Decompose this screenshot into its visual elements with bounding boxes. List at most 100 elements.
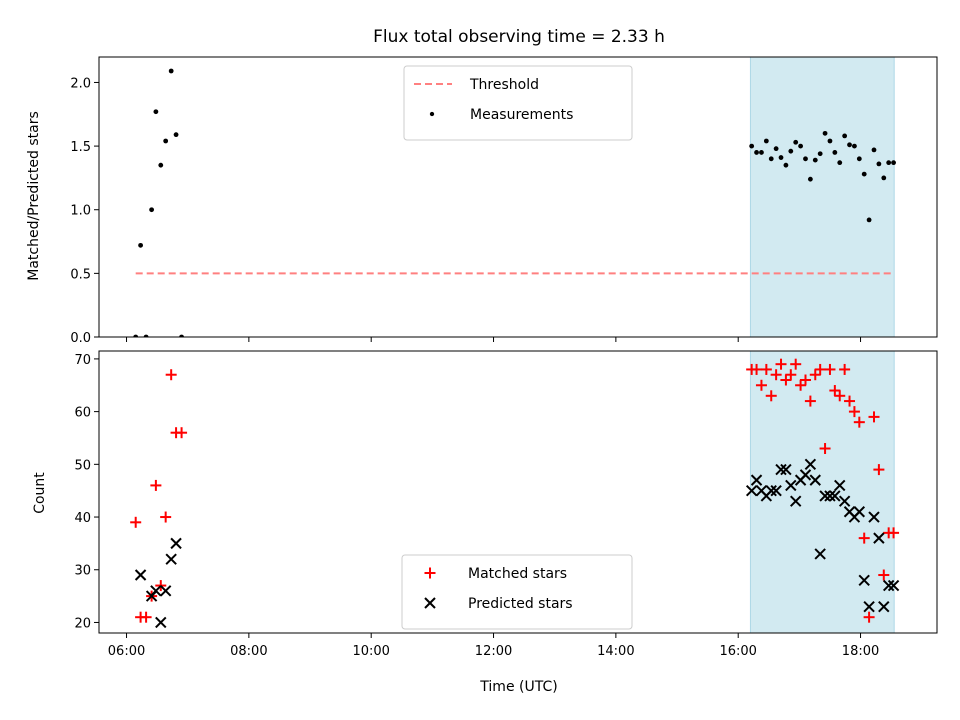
- matched-star-point: [873, 464, 885, 476]
- y-tick-label: 40: [74, 511, 91, 526]
- measurement-point: [778, 155, 784, 160]
- x-tick-label: 14:00: [597, 644, 634, 659]
- matched-star-point: [760, 363, 772, 375]
- matched-star-point: [785, 369, 797, 381]
- measurement-point: [793, 139, 799, 145]
- predicted-star-point: [853, 506, 866, 518]
- matched-star-point: [130, 516, 142, 528]
- matched-star-point: [824, 363, 836, 375]
- predicted-star-point: [858, 574, 870, 586]
- measurement-point: [856, 156, 862, 162]
- measurement-point: [153, 109, 159, 115]
- predicted-star-point: [829, 490, 841, 502]
- predicted-star-point: [804, 458, 817, 471]
- y-tick-label: 20: [74, 616, 91, 631]
- measurement-point: [179, 334, 184, 337]
- matched-star-point: [853, 416, 865, 428]
- predicted-star-point: [882, 579, 895, 592]
- matched-star-point: [140, 611, 152, 623]
- predicted-star-point: [887, 579, 900, 592]
- measurement-point: [876, 161, 882, 167]
- measurement-point: [773, 146, 779, 152]
- matched-star-point: [155, 580, 167, 592]
- measurement-point: [173, 132, 179, 138]
- x-axis-label: Time (UTC): [479, 679, 557, 695]
- y-tick-label: 1.0: [70, 204, 91, 219]
- predicted-star-point: [809, 474, 821, 486]
- measurement-point: [832, 150, 838, 155]
- matched-star-point: [775, 358, 787, 370]
- y-tick-label: 50: [74, 458, 91, 473]
- matched-star-point: [165, 369, 177, 381]
- legend-label: Measurements: [470, 107, 573, 123]
- measurement-point: [143, 334, 149, 337]
- predicted-star-point: [745, 484, 758, 497]
- y-tick-label: 1.5: [70, 140, 91, 155]
- measurement-point: [852, 143, 857, 149]
- top-panel: 0.0 0.5 1.0 1.5 2.0 Threshold Measurements: [70, 56, 938, 346]
- measurement-point: [798, 143, 803, 149]
- bottom-series-1: [134, 458, 900, 629]
- predicted-star-point: [170, 537, 182, 550]
- measurement-point: [837, 160, 843, 166]
- legend-marker: [424, 597, 436, 609]
- y-tick-label: 30: [74, 564, 91, 579]
- predicted-star-point: [863, 600, 875, 613]
- measurement-point: [149, 207, 155, 213]
- measurement-point: [783, 162, 789, 168]
- matched-star-point: [819, 443, 831, 455]
- measurement-point: [754, 150, 759, 155]
- bottom-y-axis-label: Count: [32, 472, 48, 514]
- predicted-star-point: [770, 484, 782, 497]
- measurement-point: [138, 242, 143, 248]
- y-tick-label: 70: [74, 353, 91, 368]
- measurement-point: [807, 176, 813, 182]
- matched-star-point: [795, 379, 807, 391]
- bottom-plot-area: [130, 358, 900, 629]
- measurement-point: [891, 160, 896, 166]
- top-plot-area: [133, 68, 896, 337]
- measurement-point: [817, 151, 823, 157]
- measurement-point: [827, 138, 833, 144]
- x-tick-label: 18:00: [842, 644, 879, 659]
- bottom-axes-frame: [98, 350, 938, 634]
- y-tick-label: 0.5: [70, 267, 91, 282]
- measurement-point: [866, 217, 872, 223]
- predicted-star-point: [134, 569, 147, 581]
- measurement-point: [881, 175, 887, 181]
- measurement-point: [847, 142, 852, 148]
- legend-marker: [429, 111, 435, 117]
- top-y-axis-label: Matched/Predicted stars: [26, 111, 42, 281]
- matched-star-point: [755, 379, 767, 391]
- matched-star-point: [176, 427, 188, 439]
- y-tick-label: 60: [74, 406, 91, 421]
- measurement-point: [842, 133, 848, 139]
- legend-box: [403, 65, 633, 141]
- predicted-star-point: [819, 490, 831, 502]
- predicted-star-point: [799, 469, 812, 481]
- measurement-point: [759, 150, 764, 155]
- matched-star-point: [770, 369, 782, 381]
- legend-label: Matched stars: [468, 566, 567, 582]
- top-legend: Threshold Measurements: [403, 65, 633, 141]
- bottom-panel: 06:00 08:00 10:00 12:00 14:00 16:00 18:00 20 30 4…: [74, 350, 938, 659]
- legend-box: [401, 554, 633, 630]
- measurement-point: [886, 160, 892, 166]
- predicted-star-point: [789, 495, 802, 507]
- x-tick-label: 08:00: [230, 644, 267, 659]
- predicted-star-point: [775, 463, 787, 476]
- matched-star-point: [848, 406, 860, 418]
- predicted-star-point: [765, 484, 777, 497]
- measurement-point: [822, 130, 828, 136]
- matched-star-point: [751, 363, 763, 375]
- predicted-star-point: [750, 474, 763, 486]
- matched-star-point: [765, 390, 777, 402]
- measurement-point: [803, 156, 808, 162]
- predicted-star-point: [878, 600, 890, 613]
- y-tick-label: 0.0: [70, 331, 91, 346]
- legend-label: Threshold: [469, 77, 539, 93]
- matched-star-point: [799, 374, 811, 386]
- measurement-point: [768, 156, 774, 162]
- measurement-point: [133, 334, 139, 337]
- measurement-point: [861, 171, 867, 177]
